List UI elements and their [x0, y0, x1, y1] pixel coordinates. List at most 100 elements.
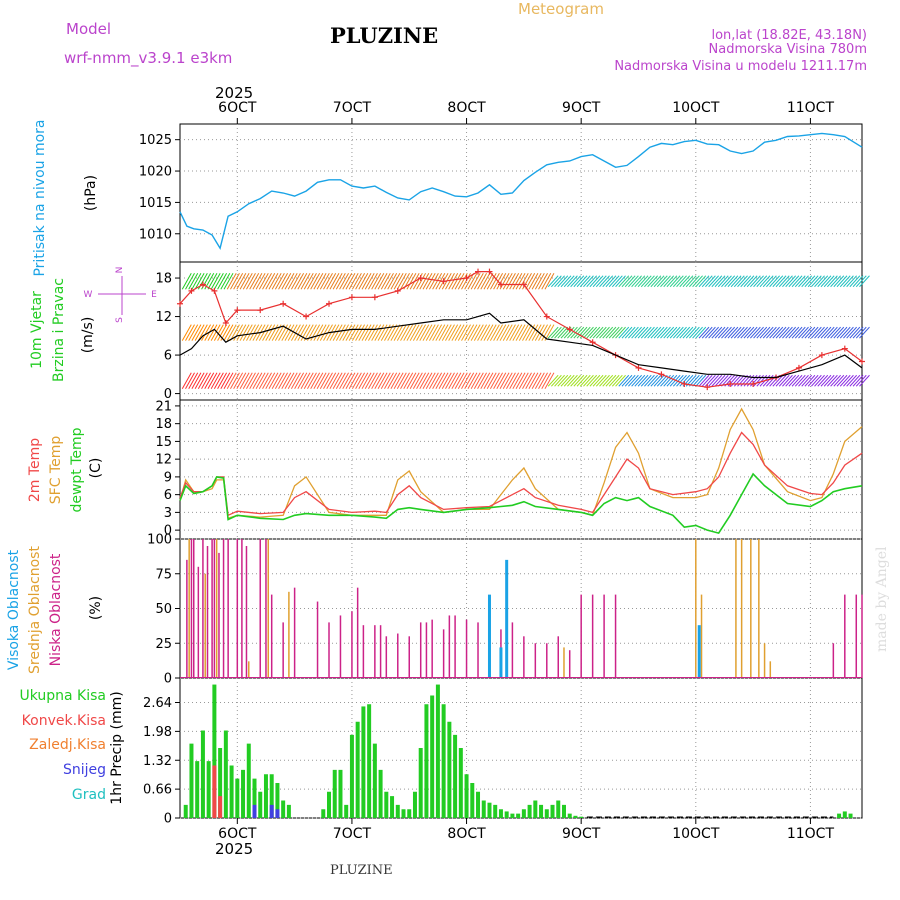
precip-bar	[848, 813, 853, 818]
wind-barb	[281, 324, 292, 341]
wind-barb	[522, 324, 532, 341]
wind-barb	[660, 275, 671, 288]
wind-barb	[640, 275, 652, 288]
wind-barb	[522, 372, 532, 389]
wind-barb	[714, 374, 726, 387]
gust-marker	[394, 287, 401, 294]
wind-barb	[313, 273, 324, 290]
wind-barb	[743, 275, 755, 288]
wind-barb	[849, 275, 861, 288]
gust-marker	[818, 352, 825, 359]
precip-label-snow: Snijeg	[63, 762, 106, 778]
wind-barb	[355, 324, 366, 341]
precip-panel-frame	[179, 677, 863, 819]
precip-bar	[332, 769, 337, 818]
wind-barb	[583, 326, 594, 339]
wind-barb	[791, 275, 803, 288]
precip-bar	[430, 695, 435, 818]
wind-barb	[454, 324, 465, 341]
precip-bar	[252, 778, 257, 818]
temp-label-dew: dewpt Temp	[69, 427, 85, 512]
wind-barb	[839, 326, 851, 339]
wind-barb	[380, 372, 391, 389]
wind-barb	[560, 374, 572, 387]
temp-2m-line	[179, 431, 863, 517]
gust-marker	[280, 300, 287, 307]
wind-barb	[608, 326, 620, 339]
wind-barb	[592, 374, 604, 387]
wind-barb	[236, 273, 247, 290]
wind-barb	[435, 324, 446, 341]
wind-title-2: Brzina i Pravac	[51, 278, 67, 382]
wind-barb	[666, 326, 678, 339]
wind-barb	[759, 326, 771, 339]
wind-barb	[859, 326, 870, 339]
wind-barb	[201, 372, 211, 389]
precip-bar	[344, 804, 349, 818]
wind-barb	[480, 324, 491, 341]
wind-barb	[239, 273, 250, 290]
wind-barb	[396, 372, 407, 389]
wind-barb	[332, 324, 343, 341]
wind-barb	[371, 372, 382, 389]
wind-barb	[213, 372, 224, 389]
precip-bar	[235, 778, 240, 818]
gust-marker	[635, 364, 642, 371]
wind-barb	[486, 273, 497, 290]
wind-barb	[746, 275, 758, 288]
precip-bar	[510, 813, 515, 818]
wind-barb	[480, 372, 491, 389]
wind-barb	[589, 275, 601, 288]
wind-barb	[576, 326, 588, 339]
wind-barb	[730, 326, 742, 339]
wind-barb	[371, 324, 382, 341]
wind-barb	[785, 326, 797, 339]
wind-barb	[823, 374, 835, 387]
wind-barb	[396, 324, 407, 341]
precip-bar	[218, 796, 223, 818]
wind-barb	[188, 372, 199, 389]
wind-barb	[502, 273, 513, 290]
wind-barb	[217, 324, 228, 341]
top-date-label: 9OCT	[562, 100, 601, 116]
compass-south: S	[115, 317, 125, 323]
wind-barb	[810, 374, 822, 387]
wind-barb	[239, 372, 250, 389]
wind-barb	[345, 372, 356, 389]
wind-barb	[518, 372, 529, 389]
precip-bar	[476, 791, 481, 818]
wind-barb	[448, 372, 459, 389]
wind-barb	[701, 326, 713, 339]
wind-barb	[226, 324, 237, 341]
wind-barb	[708, 374, 720, 387]
wind-barb	[246, 273, 256, 290]
wind-barb	[563, 275, 575, 288]
wind-barb	[544, 372, 555, 389]
wind-barb	[310, 273, 321, 290]
wind-barb	[855, 326, 867, 339]
wind-barb	[265, 372, 276, 389]
wind-barb	[730, 275, 742, 288]
y-tick-label: 6	[164, 488, 172, 503]
wind-barb	[830, 275, 841, 288]
wind-barb	[557, 275, 569, 288]
wind-barb	[345, 273, 356, 290]
wind-barb	[316, 324, 327, 341]
wind-barb	[801, 374, 813, 387]
wind-barb	[810, 275, 822, 288]
dewpt-temp-line	[179, 472, 863, 535]
wind-barb	[278, 273, 289, 290]
wind-barb	[281, 273, 292, 290]
wind-barb	[473, 372, 484, 389]
wind-barb	[586, 275, 598, 288]
wind-barb	[557, 326, 569, 339]
wind-barb	[483, 372, 494, 389]
precip-bar	[223, 730, 228, 818]
precip-bar	[275, 783, 280, 818]
precip-bar	[561, 804, 566, 818]
precip-bar	[349, 734, 354, 818]
wind-barb	[820, 275, 832, 288]
wind-barb	[650, 326, 662, 339]
wind-barb	[425, 372, 436, 389]
precip-bar	[355, 721, 360, 818]
